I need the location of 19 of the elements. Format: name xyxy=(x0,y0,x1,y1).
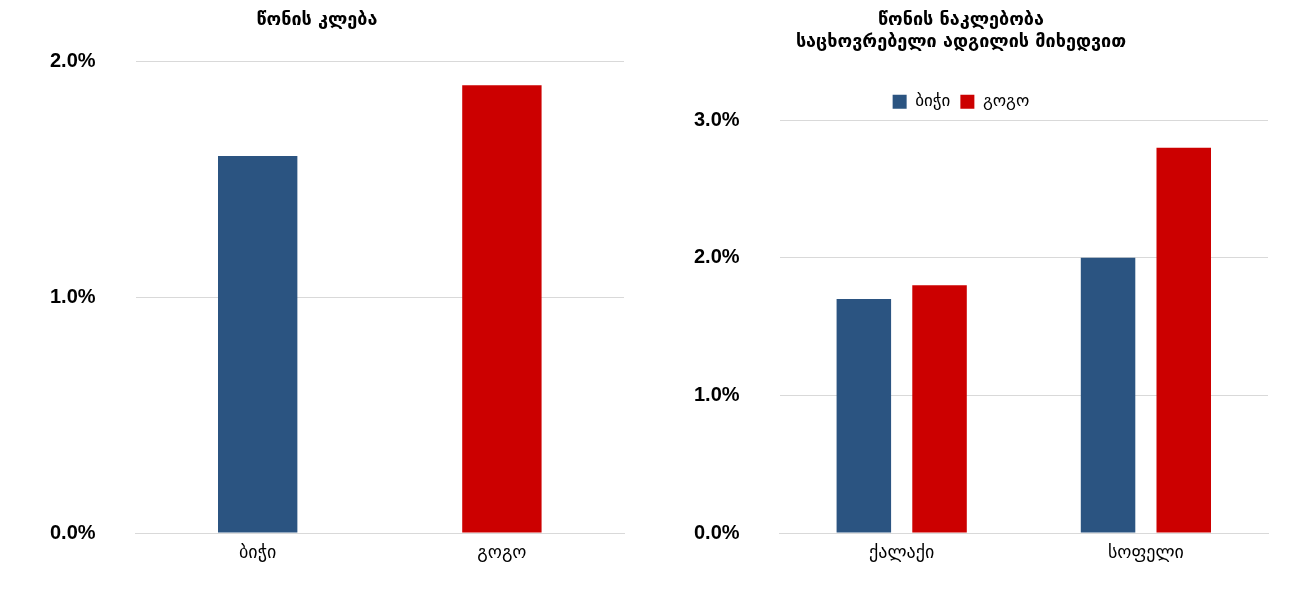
legend-label: გოგო xyxy=(982,90,1030,111)
chart-title: წონის ნაკლებობა საცხოვრებელი ადგილის მიხედვით xyxy=(795,8,1127,52)
y-tick-label: 2.0% xyxy=(693,245,740,268)
y-tick-label: 3.0% xyxy=(693,107,740,130)
bar xyxy=(912,285,967,533)
y-tick-label: 1.0% xyxy=(49,284,96,307)
chart-title: წონის კლება xyxy=(256,8,378,30)
bar xyxy=(1156,147,1211,533)
y-tick-label: 1.0% xyxy=(693,382,740,405)
y-tick-label: 0.0% xyxy=(49,520,96,543)
x-tick-label: სოფელი xyxy=(1107,541,1184,563)
x-tick-label: ქალაქი xyxy=(869,541,935,563)
legend-label: ბიჭი xyxy=(915,90,951,111)
x-tick-label: გოგო xyxy=(477,541,527,563)
bar xyxy=(1080,257,1136,533)
y-tick-label: 2.0% xyxy=(49,49,96,72)
y-tick-label: 0.0% xyxy=(693,520,740,543)
x-tick-label: ბიჭი xyxy=(239,541,277,563)
bar xyxy=(836,299,892,533)
